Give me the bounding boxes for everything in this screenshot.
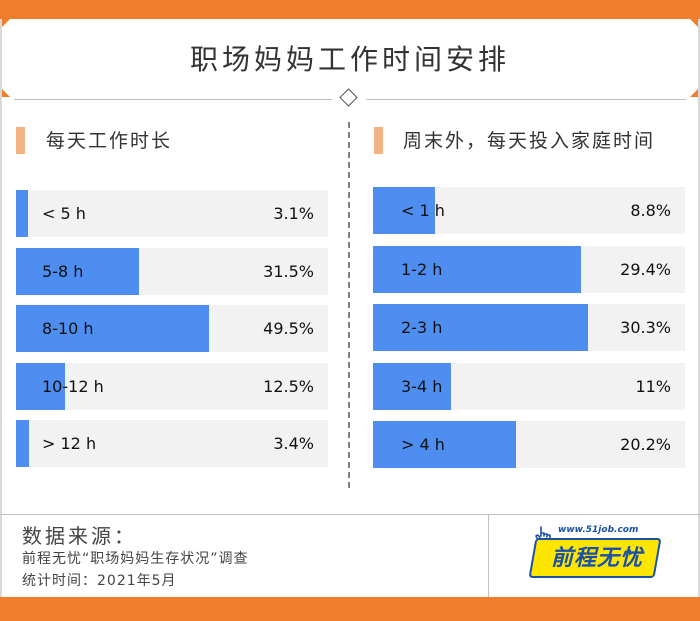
bar-track: 10-12 h 12.5%: [16, 362, 328, 410]
data-label: 8.8%: [630, 201, 671, 220]
logo-51job: www.51job.com 前程无忧: [528, 525, 662, 580]
category-label: < 5 h: [42, 204, 86, 223]
category-label: 3-4 h: [401, 376, 443, 396]
data-label: 3.4%: [273, 434, 314, 453]
bar: [16, 362, 65, 410]
data-label: 11%: [635, 376, 671, 396]
survey-date: 统计时间：2021年5月: [22, 573, 177, 589]
title-divider-right: [366, 99, 686, 100]
bar-track: > 12 h 3.4%: [16, 420, 328, 467]
frame-left: [0, 19, 2, 597]
bar: [16, 190, 29, 237]
data-label: 29.4%: [620, 259, 671, 279]
data-label: 30.3%: [620, 318, 671, 337]
frame-right: [698, 19, 700, 597]
bar: [373, 421, 517, 468]
logo-url: www.51job.com: [558, 525, 639, 535]
category-label: > 4 h: [401, 435, 445, 454]
bar: [373, 245, 582, 293]
bar-track: 1-2 h 29.4%: [373, 245, 685, 293]
footer-vertical-divider: [488, 514, 489, 597]
bar-track: > 4 h 20.2%: [373, 421, 685, 468]
panel-marker: [374, 127, 383, 154]
bar-track: < 1 h 8.8%: [373, 187, 685, 234]
top-accent-bar: [0, 0, 700, 19]
panel-divider: [348, 122, 350, 488]
bar-track: 3-4 h 11%: [373, 362, 685, 410]
footer-divider: [0, 514, 700, 515]
data-label: 3.1%: [273, 204, 314, 223]
corner-decoration: [690, 19, 698, 27]
bar: [16, 247, 139, 295]
category-label: < 1 h: [401, 201, 445, 220]
data-label: 49.5%: [263, 319, 314, 338]
logo-name: 前程无忧: [550, 546, 643, 571]
category-label: > 12 h: [42, 434, 97, 453]
diamond-icon: [339, 88, 358, 107]
corner-decoration: [690, 89, 698, 97]
bar: [16, 305, 210, 352]
chart-title-work-hours: 每天工作时长: [46, 130, 173, 152]
title-divider-left: [14, 99, 332, 100]
data-label: 31.5%: [263, 261, 314, 281]
category-label: 1-2 h: [401, 259, 443, 279]
data-label: 20.2%: [620, 435, 671, 454]
bar: [373, 187, 436, 234]
page-title: 职场妈妈工作时间安排: [189, 43, 510, 76]
category-label: 5-8 h: [42, 261, 84, 281]
bar-track: 2-3 h 30.3%: [373, 304, 685, 351]
category-label: 8-10 h: [42, 319, 94, 338]
panel-marker: [16, 127, 25, 154]
bar: [373, 304, 588, 351]
source-text: 前程无忧“职场妈妈生存状况”调查: [22, 551, 249, 567]
data-label: 12.5%: [263, 376, 314, 396]
bar: [16, 420, 30, 467]
bar-track: 8-10 h 49.5%: [16, 305, 328, 352]
chart-title-family-time: 周末外，每天投入家庭时间: [403, 130, 656, 152]
bar-track: 5-8 h 31.5%: [16, 247, 328, 295]
category-label: 2-3 h: [401, 318, 443, 337]
source-heading: 数据来源：: [22, 524, 137, 548]
category-label: 10-12 h: [42, 376, 104, 396]
corner-decoration: [2, 89, 10, 97]
bar-track: < 5 h 3.1%: [16, 190, 328, 237]
bar: [373, 362, 451, 410]
corner-decoration: [2, 19, 10, 27]
bottom-accent-bar: [0, 597, 700, 621]
